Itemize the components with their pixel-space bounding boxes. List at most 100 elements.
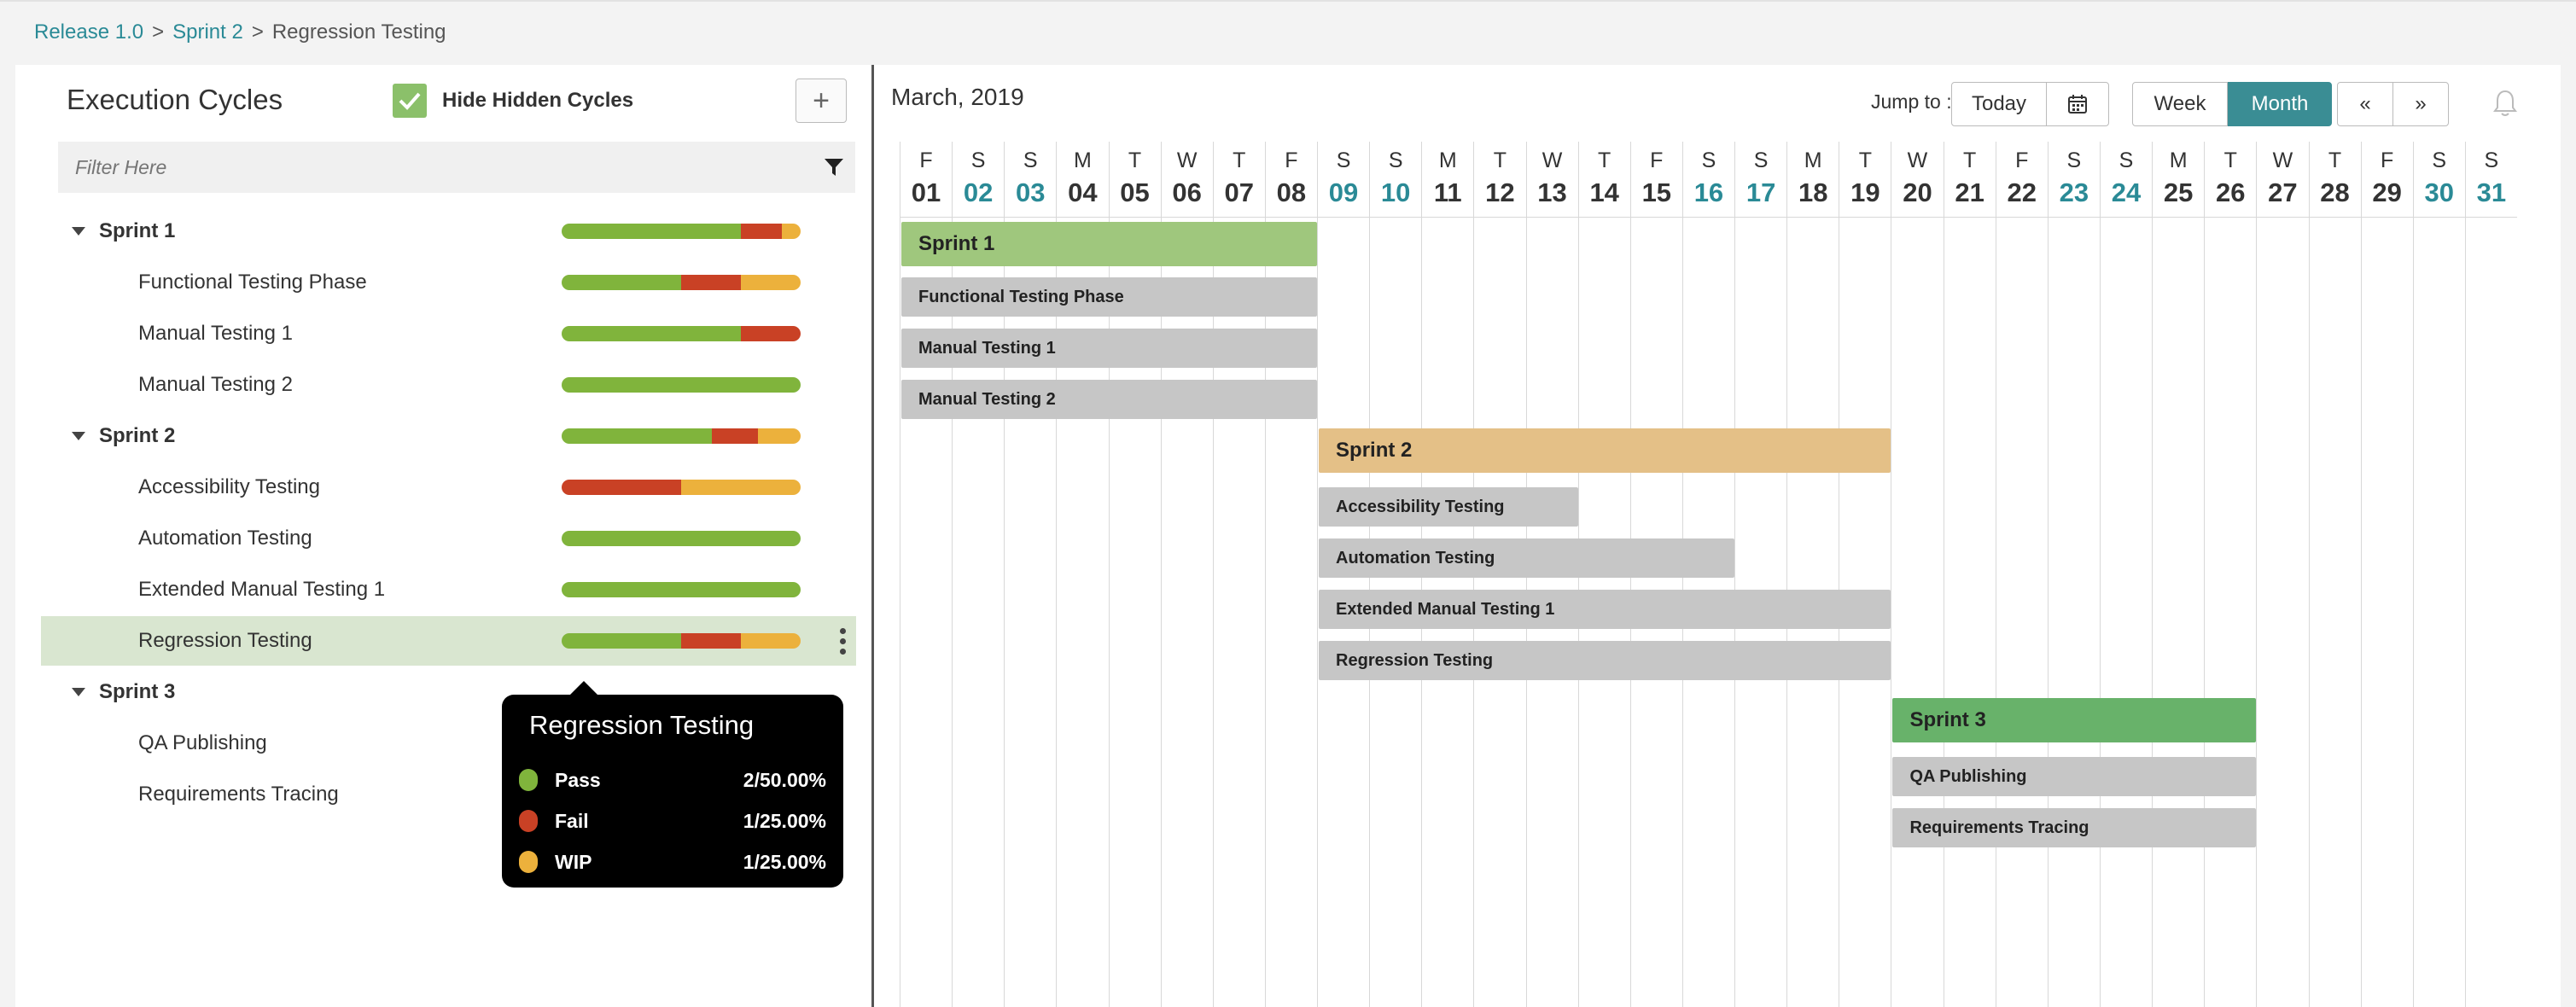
- gantt-cycle-bar[interactable]: Requirements Tracing: [1892, 808, 2257, 847]
- tooltip-row-fail: Fail 1/25.00%: [519, 806, 826, 836]
- day-letter: T: [2328, 148, 2342, 172]
- tree-group-row[interactable]: Sprint 1: [41, 207, 856, 256]
- progress-bar[interactable]: [562, 480, 801, 495]
- tree-cycle-row[interactable]: Extended Manual Testing 1: [41, 565, 856, 614]
- breadcrumb-separator: >: [251, 20, 264, 44]
- progress-bar[interactable]: [562, 224, 801, 239]
- bell-icon[interactable]: [2492, 89, 2518, 122]
- gantt-cycle-bar[interactable]: Manual Testing 2: [901, 380, 1318, 419]
- tree-row-label: QA Publishing: [138, 731, 267, 754]
- gantt-cycle-bar[interactable]: Automation Testing: [1319, 538, 1735, 578]
- day-letter: T: [1493, 148, 1507, 172]
- progress-segment-fail: [712, 428, 758, 444]
- more-options-icon[interactable]: [840, 628, 846, 655]
- gantt-cycle-bar[interactable]: Manual Testing 1: [901, 329, 1318, 368]
- gantt-bar-label: Automation Testing: [1336, 548, 1495, 568]
- panel-divider[interactable]: [871, 65, 874, 1007]
- month-view-button[interactable]: Month: [2228, 82, 2332, 126]
- checkbox[interactable]: [393, 84, 427, 118]
- calendar-panel: March, 2019 Jump to : Today Week Month «…: [874, 65, 2561, 1007]
- tree-group-row[interactable]: Sprint 3: [41, 667, 856, 717]
- progress-bar[interactable]: [562, 531, 801, 546]
- progress-bar[interactable]: [562, 377, 801, 393]
- tree-row-label: Sprint 3: [99, 680, 176, 703]
- day-letter: S: [2432, 148, 2447, 172]
- gantt-cycle-bar[interactable]: Accessibility Testing: [1319, 487, 1578, 527]
- progress-bar[interactable]: [562, 275, 801, 290]
- day-number: 18: [1798, 178, 1828, 207]
- day-letter: S: [2484, 148, 2499, 172]
- gantt-sprint-bar[interactable]: Sprint 3: [1892, 698, 2257, 742]
- tree-cycle-row[interactable]: Requirements Tracing: [41, 770, 856, 819]
- caret-down-icon[interactable]: [72, 688, 85, 696]
- caret-down-icon[interactable]: [72, 227, 85, 236]
- day-column: F 01: [900, 142, 952, 1007]
- day-number: 03: [1016, 178, 1046, 207]
- tree-row-label: Functional Testing Phase: [138, 271, 367, 294]
- gantt-bar-label: Sprint 2: [1336, 439, 1413, 462]
- week-view-button[interactable]: Week: [2132, 82, 2228, 126]
- day-number: 12: [1485, 178, 1515, 207]
- day-number: 17: [1746, 178, 1776, 207]
- day-letter: M: [1438, 148, 1457, 172]
- gantt-calendar: F 01 S 02 S 03 M 04 T 05 W 06 T 07 F 08 S 09 S 10 M 11 T 12 W 13 T…: [900, 142, 2517, 1007]
- progress-segment-fail: [681, 633, 741, 649]
- tree-cycle-row[interactable]: Functional Testing Phase: [41, 258, 856, 307]
- day-number: 19: [1850, 178, 1880, 207]
- progress-bar[interactable]: [562, 428, 801, 444]
- jump-to-label: Jump to :: [1871, 90, 1952, 113]
- day-number: 24: [2111, 178, 2142, 207]
- progress-bar[interactable]: [562, 633, 801, 649]
- filter-input[interactable]: [58, 155, 813, 179]
- progress-bar[interactable]: [562, 326, 801, 341]
- progress-segment-wip: [741, 633, 801, 649]
- day-letter: T: [1598, 148, 1611, 172]
- progress-segment-wip: [781, 224, 801, 239]
- day-letter: T: [1128, 148, 1142, 172]
- day-column: T 26: [2204, 142, 2256, 1007]
- tree-cycle-row[interactable]: Regression Testing: [41, 616, 856, 666]
- gantt-cycle-bar[interactable]: Functional Testing Phase: [901, 277, 1318, 317]
- gantt-cycle-bar[interactable]: Regression Testing: [1319, 641, 1891, 680]
- hide-hidden-cycles-toggle[interactable]: Hide Hidden Cycles: [393, 84, 633, 118]
- date-picker-button[interactable]: [2046, 82, 2109, 126]
- gantt-cycle-bar[interactable]: Extended Manual Testing 1: [1319, 590, 1891, 629]
- gantt-sprint-bar[interactable]: Sprint 1: [901, 222, 1318, 266]
- day-number: 06: [1172, 178, 1202, 207]
- breadcrumb-sprint[interactable]: Sprint 2: [172, 20, 243, 44]
- progress-bar[interactable]: [562, 582, 801, 597]
- day-number: 15: [1641, 178, 1672, 207]
- day-number: 11: [1433, 178, 1462, 207]
- tree-cycle-row[interactable]: Manual Testing 2: [41, 360, 856, 410]
- day-letter: W: [1907, 148, 1928, 172]
- caret-down-icon[interactable]: [72, 432, 85, 440]
- day-column: M 25: [2152, 142, 2204, 1007]
- day-letter: F: [919, 148, 933, 172]
- add-cycle-button[interactable]: +: [796, 79, 847, 123]
- calendar-icon: [2068, 95, 2087, 114]
- next-button[interactable]: »: [2392, 82, 2449, 126]
- tooltip-label: Pass: [555, 768, 601, 791]
- progress-segment-pass: [562, 582, 801, 597]
- gantt-bar-label: Regression Testing: [1336, 650, 1494, 670]
- day-column: T 21: [1943, 142, 1996, 1007]
- day-column: S 03: [1004, 142, 1056, 1007]
- filter-icon[interactable]: [813, 157, 855, 178]
- day-number: 08: [1276, 178, 1307, 207]
- cycles-title: Execution Cycles: [67, 84, 283, 115]
- tree-group-row[interactable]: Sprint 2: [41, 411, 856, 461]
- tree-row-label: Sprint 2: [99, 424, 176, 447]
- breadcrumb-release[interactable]: Release 1.0: [34, 20, 144, 44]
- tree-cycle-row[interactable]: Accessibility Testing: [41, 463, 856, 512]
- gantt-sprint-bar[interactable]: Sprint 2: [1319, 428, 1891, 473]
- tree-row-label: Accessibility Testing: [138, 475, 320, 498]
- progress-segment-wip: [741, 275, 801, 290]
- day-number: 31: [2476, 178, 2507, 207]
- today-button[interactable]: Today: [1951, 82, 2047, 126]
- tree-cycle-row[interactable]: Manual Testing 1: [41, 309, 856, 358]
- tree-cycle-row[interactable]: Automation Testing: [41, 514, 856, 563]
- gantt-cycle-bar[interactable]: QA Publishing: [1892, 757, 2257, 796]
- kebab-dot: [840, 638, 846, 644]
- tree-cycle-row[interactable]: QA Publishing: [41, 719, 856, 768]
- previous-button[interactable]: «: [2337, 82, 2393, 126]
